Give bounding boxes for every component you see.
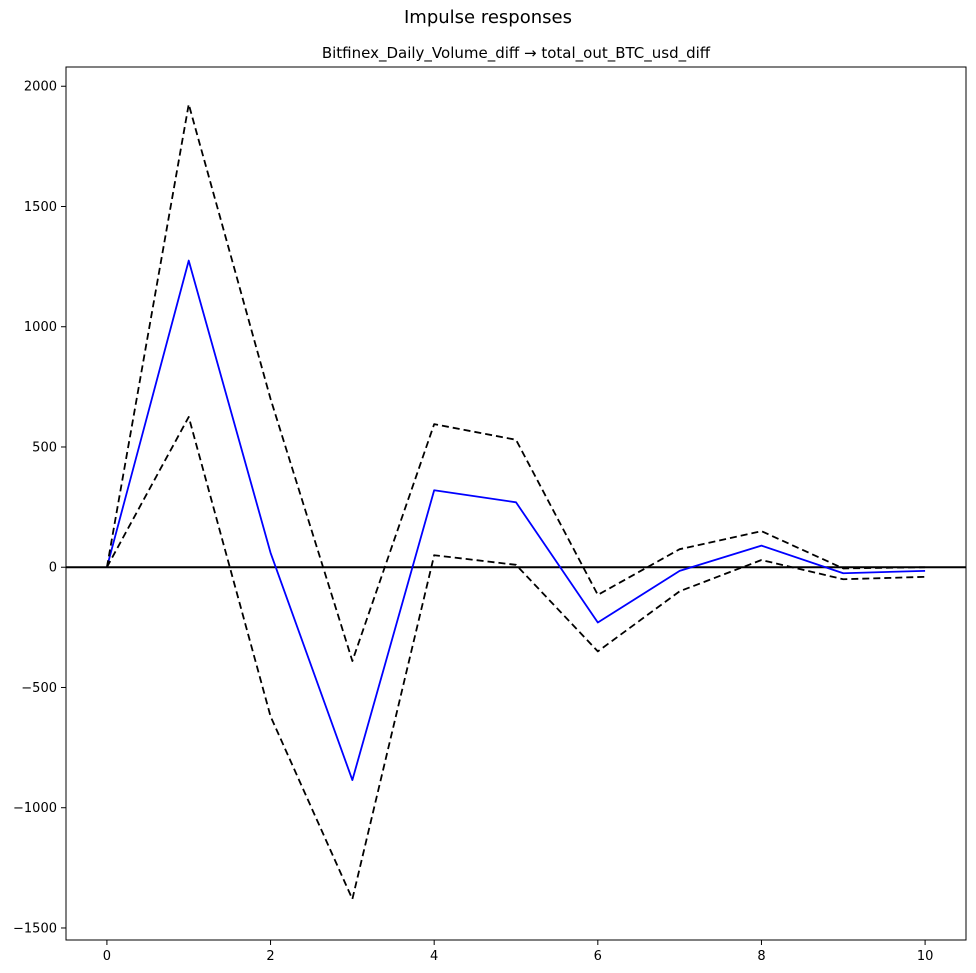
x-tick-label: 8 [757,949,765,964]
series-line-response [106,259,926,781]
y-tick-label: 1000 [24,320,57,335]
x-tick-label: 6 [594,949,602,964]
series-line-upper-band [106,103,926,662]
axes-frame [65,66,967,941]
y-tick-label: −1500 [13,921,57,936]
axes-title: Bitfinex_Daily_Volume_diff → total_out_B… [322,44,711,63]
y-tick-label: 2000 [24,80,57,95]
y-tick-label: 500 [32,440,57,455]
tick-layer: 0 2 4 6 8 10 −1500 −1000 −500 0 500 1000 1500 2000 [13,80,933,964]
x-tick-label: 4 [430,949,438,964]
figure-suptitle: Impulse responses [404,7,572,28]
y-tick-label: −1000 [13,801,57,816]
plot-layer [66,103,966,901]
x-tick-label: 0 [103,949,111,964]
series-line-lower-band [106,416,926,901]
x-tick-label: 10 [917,949,934,964]
y-tick-label: 0 [49,561,57,576]
y-tick-label: −500 [21,681,57,696]
x-tick-label: 2 [266,949,274,964]
y-tick-label: 1500 [24,200,57,215]
